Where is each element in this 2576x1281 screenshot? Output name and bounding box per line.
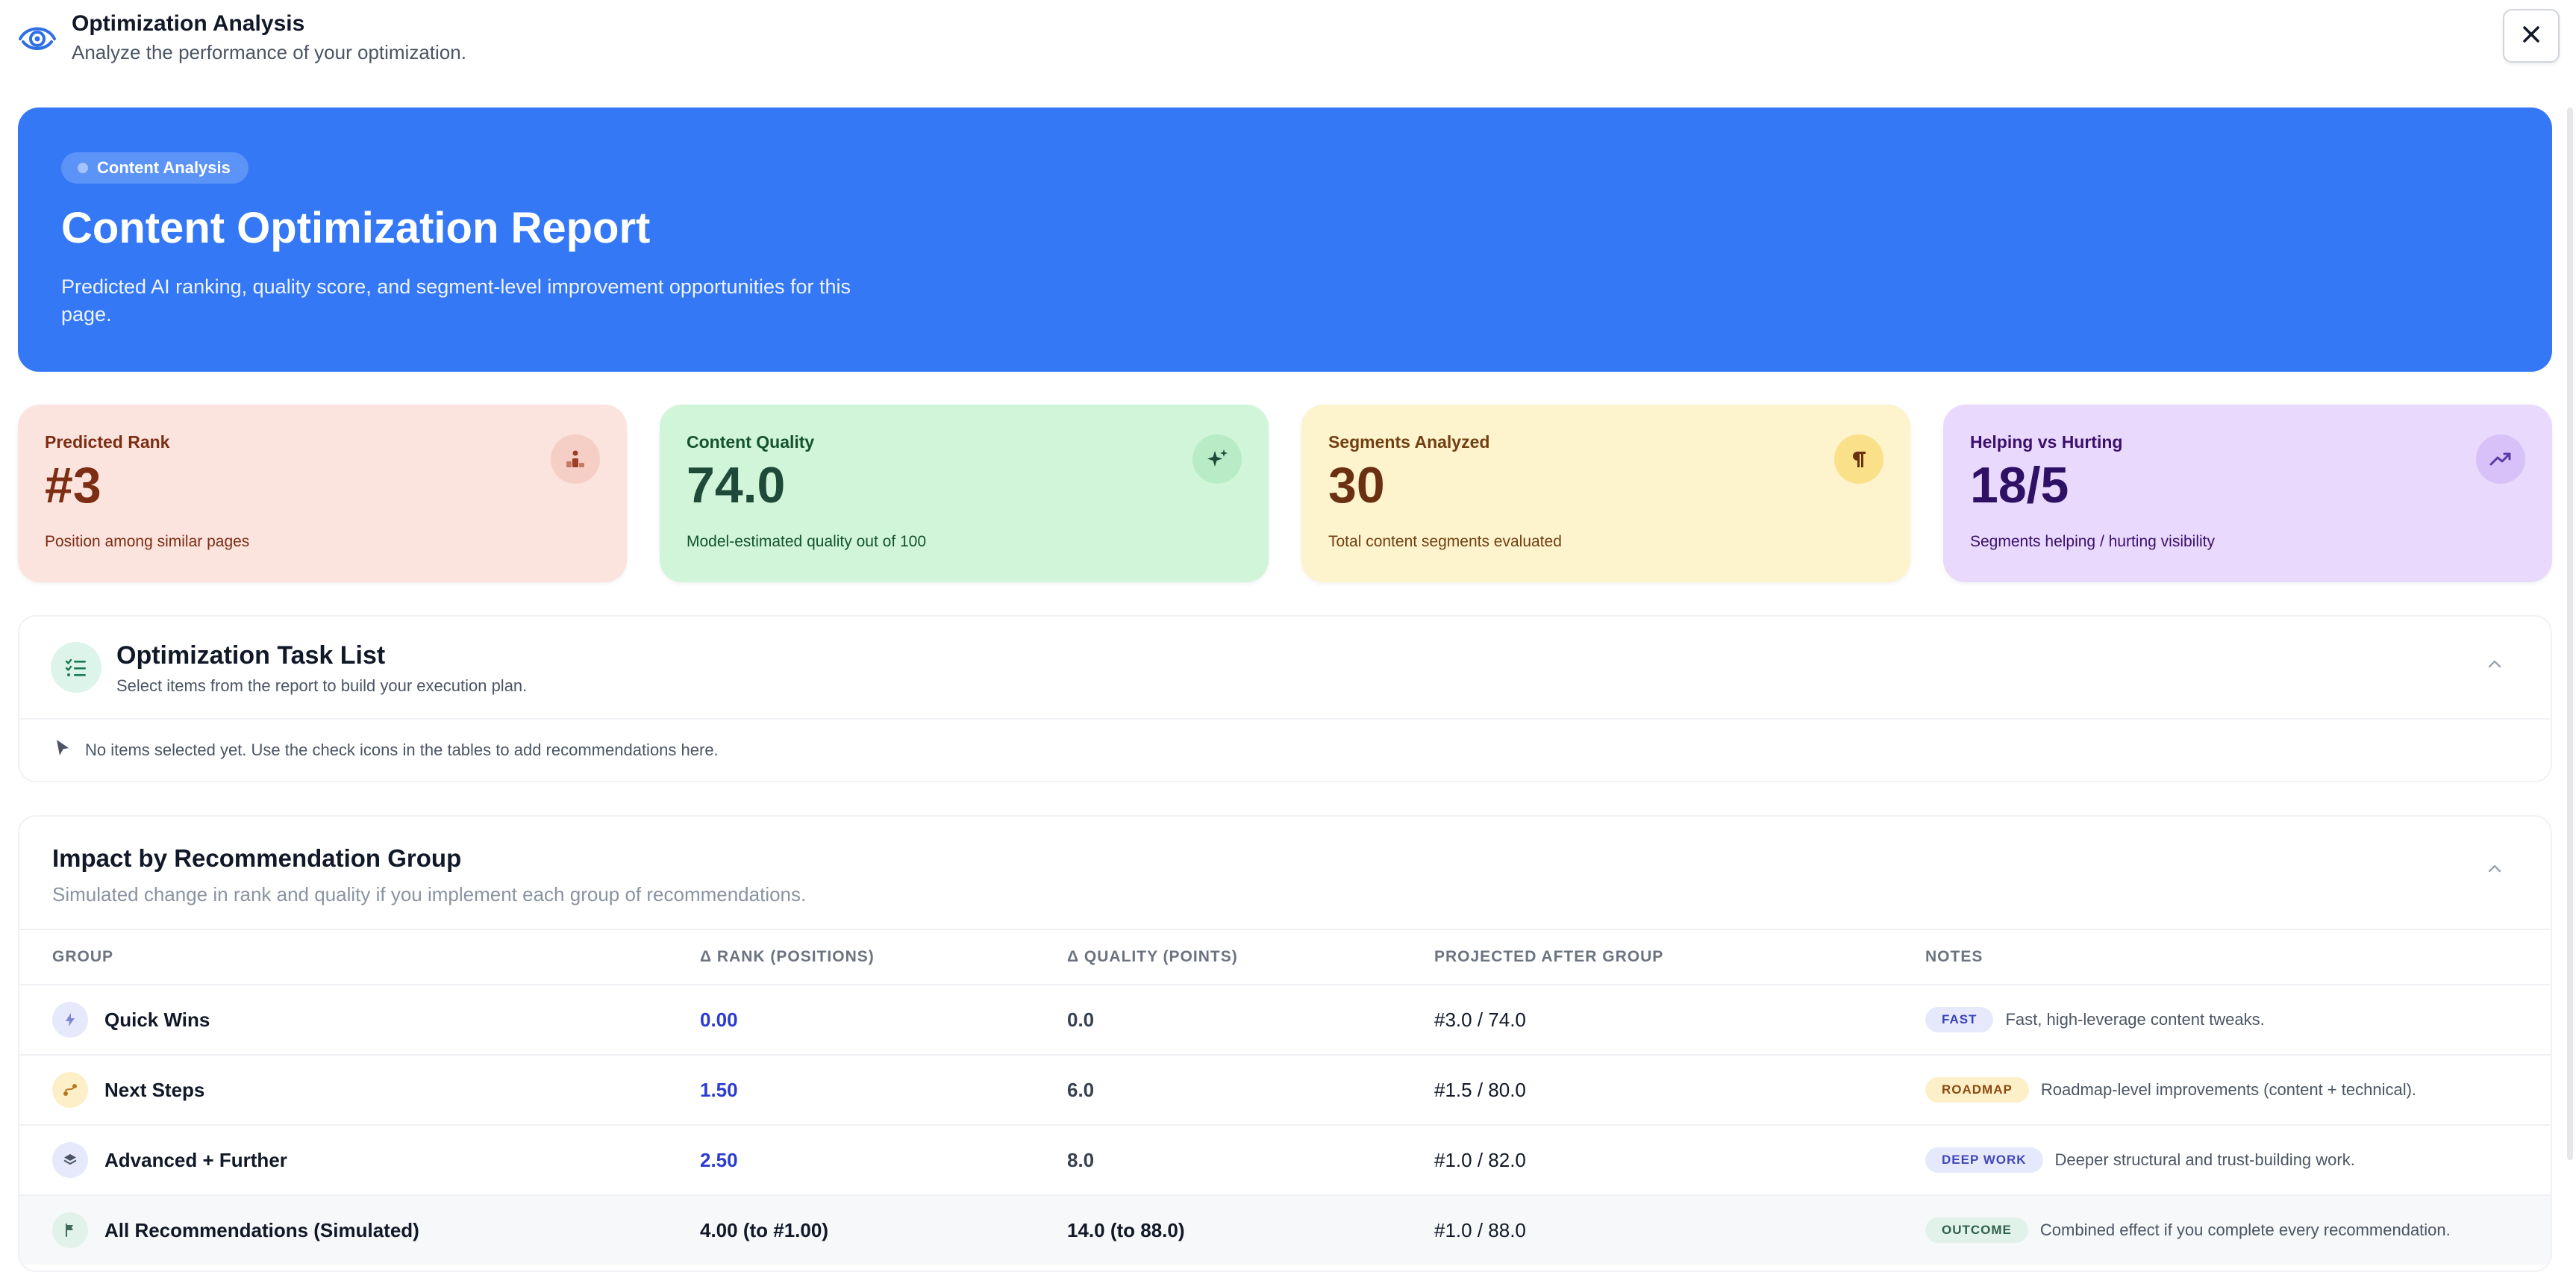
- group-name: All Recommendations (Simulated): [104, 1218, 419, 1241]
- quality-delta: 14.0 (to 88.0): [1067, 1218, 1185, 1241]
- projected-value: #1.5 / 80.0: [1434, 1078, 1526, 1101]
- modal-title: Optimization Analysis: [72, 11, 305, 36]
- stat-note: Segments helping / hurting visibility: [1970, 533, 2216, 550]
- group-cell: Quick Wins: [52, 1002, 210, 1038]
- checklist-icon: [51, 642, 101, 693]
- task-list-panel: Optimization Task List Select items from…: [18, 615, 2552, 782]
- quality-delta: 6.0: [1067, 1078, 1095, 1101]
- stat-value: 74.0: [687, 457, 786, 514]
- group-cell: All Recommendations (Simulated): [52, 1212, 419, 1248]
- notes-cell: OUTCOME Combined effect if you complete …: [1925, 1218, 2451, 1243]
- rank-delta: 2.50: [700, 1148, 738, 1171]
- rank-delta: 0.00: [700, 1008, 738, 1031]
- rank-delta: 4.00 (to #1.00): [700, 1218, 828, 1241]
- projected-value: #1.0 / 82.0: [1434, 1148, 1526, 1171]
- column-header-notes: NOTES: [1925, 948, 1983, 965]
- stat-value: #3: [45, 457, 101, 514]
- column-header-projected: PROJECTED AFTER GROUP: [1434, 948, 1664, 965]
- status-badge: ROADMAP: [1925, 1077, 2029, 1103]
- scrollbar[interactable]: [2567, 107, 2573, 1160]
- stat-note: Position among similar pages: [45, 533, 250, 550]
- stat-note: Model-estimated quality out of 100: [687, 533, 927, 550]
- table-header-row: GROUP Δ RANK (POSITIONS) Δ QUALITY (POIN…: [19, 929, 2551, 984]
- stat-card-helping-vs-hurting: Helping vs Hurting 18/5 Segments helping…: [1943, 405, 2552, 582]
- group-cell: Advanced + Further: [52, 1142, 287, 1178]
- modal-subtitle: Analyze the performance of your optimiza…: [72, 41, 466, 63]
- status-badge: OUTCOME: [1925, 1218, 2028, 1243]
- cursor-icon: [54, 738, 72, 763]
- notes-cell: FAST Fast, high-leverage content tweaks.: [1925, 1007, 2265, 1032]
- report-title: Content Optimization Report: [61, 204, 651, 252]
- empty-message: No items selected yet. Use the check ico…: [85, 741, 719, 759]
- stat-value: 30: [1328, 457, 1385, 514]
- note-text: Fast, high-leverage content tweaks.: [2005, 1010, 2265, 1029]
- note-text: Roadmap-level improvements (content + te…: [2040, 1080, 2417, 1099]
- chevron-up-icon[interactable]: [2483, 652, 2506, 675]
- table-row: Next Steps 1.50 6.0 #1.5 / 80.0 ROADMAP …: [19, 1054, 2551, 1124]
- stat-label: Segments Analyzed: [1328, 432, 1490, 452]
- table-row: Quick Wins 0.00 0.0 #3.0 / 74.0 FAST Fas…: [19, 984, 2551, 1054]
- quality-delta: 8.0: [1067, 1148, 1095, 1171]
- notes-cell: ROADMAP Roadmap-level improvements (cont…: [1925, 1077, 2416, 1103]
- rank-delta: 1.50: [700, 1078, 738, 1101]
- podium-icon: [551, 434, 600, 484]
- chip-label: Content Analysis: [97, 158, 231, 177]
- content-analysis-chip: Content Analysis: [61, 152, 248, 184]
- impact-subtitle: Simulated change in rank and quality if …: [52, 883, 807, 906]
- modal-header: Optimization Analysis Analyze the perfor…: [0, 0, 2576, 97]
- column-header-quality: Δ QUALITY (POINTS): [1067, 948, 1238, 965]
- chevron-up-icon[interactable]: [2483, 857, 2506, 879]
- stat-card-predicted-rank: Predicted Rank #3 Position among similar…: [18, 405, 627, 582]
- note-text: Combined effect if you complete every re…: [2039, 1221, 2451, 1239]
- group-name: Next Steps: [104, 1078, 205, 1101]
- task-list-empty-state: No items selected yet. Use the check ico…: [54, 738, 719, 763]
- report-description: Predicted AI ranking, quality score, and…: [61, 275, 851, 325]
- impact-panel: Impact by Recommendation Group Simulated…: [18, 815, 2552, 1272]
- chip-dot-icon: [78, 163, 88, 173]
- stat-label: Content Quality: [687, 432, 815, 452]
- eye-icon: [16, 16, 58, 58]
- sparkles-icon: [1192, 434, 1242, 484]
- quality-delta: 0.0: [1067, 1008, 1095, 1031]
- projected-value: #1.0 / 88.0: [1434, 1218, 1526, 1241]
- status-badge: DEEP WORK: [1925, 1147, 2043, 1173]
- stat-label: Helping vs Hurting: [1970, 432, 2123, 452]
- task-list-subtitle: Select items from the report to build yo…: [116, 676, 528, 695]
- stat-note: Total content segments evaluated: [1328, 533, 1562, 550]
- lightning-icon: [52, 1002, 88, 1038]
- group-cell: Next Steps: [52, 1072, 204, 1108]
- status-badge: FAST: [1925, 1007, 1994, 1032]
- flag-icon: [52, 1212, 88, 1248]
- impact-table: GROUP Δ RANK (POSITIONS) Δ QUALITY (POIN…: [19, 929, 2551, 1265]
- report-hero: Content Analysis Content Optimization Re…: [18, 107, 2552, 372]
- close-icon: [2521, 24, 2542, 49]
- table-row: Advanced + Further 2.50 8.0 #1.0 / 82.0 …: [19, 1124, 2551, 1194]
- table-row-total: All Recommendations (Simulated) 4.00 (to…: [19, 1194, 2551, 1265]
- close-button[interactable]: [2503, 9, 2560, 63]
- pilcrow-icon: [1834, 434, 1883, 484]
- impact-title: Impact by Recommendation Group: [52, 844, 462, 872]
- column-header-group: GROUP: [52, 948, 114, 965]
- projected-value: #3.0 / 74.0: [1434, 1008, 1526, 1031]
- stat-value: 18/5: [1970, 457, 2069, 514]
- layers-icon: [52, 1142, 88, 1178]
- group-name: Quick Wins: [104, 1008, 210, 1031]
- stat-card-content-quality: Content Quality 74.0 Model-estimated qua…: [660, 405, 1269, 582]
- route-icon: [52, 1072, 88, 1108]
- group-name: Advanced + Further: [104, 1148, 287, 1171]
- notes-cell: DEEP WORK Deeper structural and trust-bu…: [1925, 1147, 2355, 1173]
- note-text: Deeper structural and trust-building wor…: [2054, 1150, 2355, 1169]
- trending-up-icon: [2476, 434, 2525, 484]
- divider: [19, 718, 2551, 720]
- stat-card-segments-analyzed: Segments Analyzed 30 Total content segme…: [1301, 405, 1910, 582]
- stat-label: Predicted Rank: [45, 432, 170, 452]
- task-list-title: Optimization Task List: [116, 641, 386, 670]
- column-header-rank: Δ RANK (POSITIONS): [700, 948, 875, 965]
